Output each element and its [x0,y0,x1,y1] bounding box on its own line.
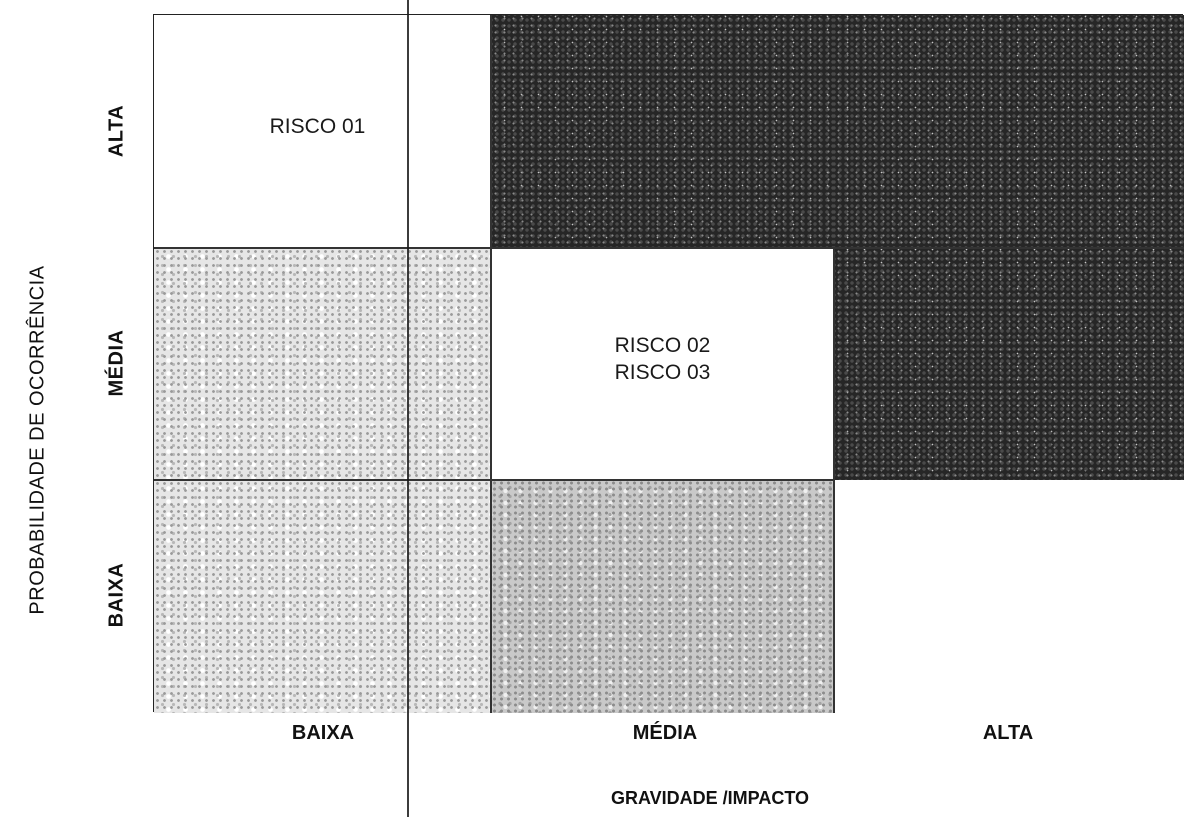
grid-line-horizontal [154,479,834,481]
col-label-baixa: BAIXA [291,722,355,744]
grid-line-vertical [490,15,492,713]
cell-media-baixa [154,248,491,480]
risk-label-risco-01: RISCO 01 [269,115,366,138]
risk-label-risco-03: RISCO 03 [614,361,711,384]
cell-alta-alta [834,15,1184,248]
cell-media-media: RISCO 02 RISCO 03 [491,248,834,480]
cell-baixa-baixa [154,480,491,713]
grid-line-horizontal [154,247,1184,249]
cell-baixa-alta [834,480,1184,713]
col-label-alta: ALTA [982,722,1034,744]
risk-list: RISCO 02 RISCO 03 [615,332,711,386]
row-label-text: ALTA [105,104,128,158]
y-axis-title-text: PROBABILIDADE DE OCORRÊNCIA [26,265,49,615]
risk-list: RISCO 01 [270,113,366,140]
cell-alta-baixa: RISCO 01 [154,15,491,248]
cell-media-alta [834,248,1184,480]
row-label-text: BAIXA [105,562,128,628]
scan-artifact-line [407,0,409,817]
grid-line-vertical [833,248,835,713]
cell-alta-media [491,15,834,248]
risk-label-risco-02: RISCO 02 [614,334,711,357]
cell-baixa-media [491,480,834,713]
row-label-text: MÉDIA [105,329,128,397]
risk-matrix: RISCO 01 RISCO 02 RISCO 03 [153,14,1184,713]
col-label-media: MÉDIA [632,722,698,744]
x-axis-title: GRAVIDADE /IMPACTO [610,788,809,808]
